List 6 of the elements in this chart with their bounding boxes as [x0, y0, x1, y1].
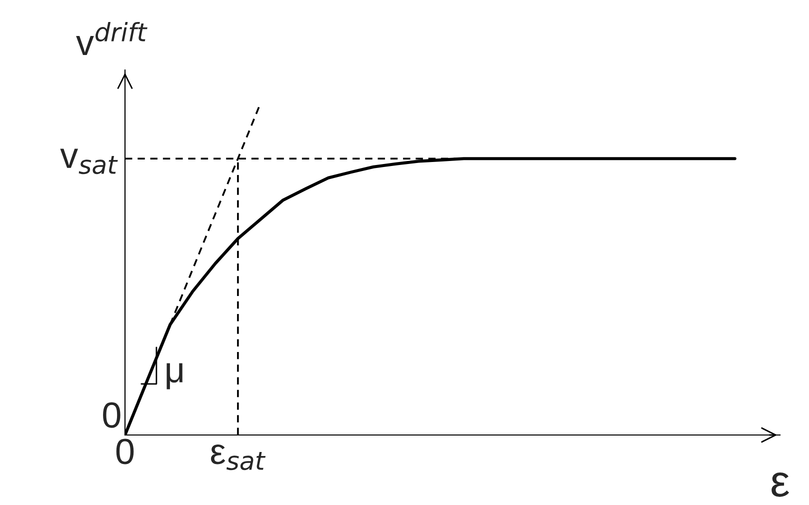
x-tick-label: ε$_{sat}$	[211, 444, 266, 470]
text: 0	[103, 402, 120, 428]
ref-line-label: v$_{sat}$	[60, 148, 118, 174]
annotation: μ	[166, 363, 182, 390]
y-axis-title: v$^{drift}$	[76, 22, 148, 56]
x-axis-title: ε	[772, 472, 790, 497]
